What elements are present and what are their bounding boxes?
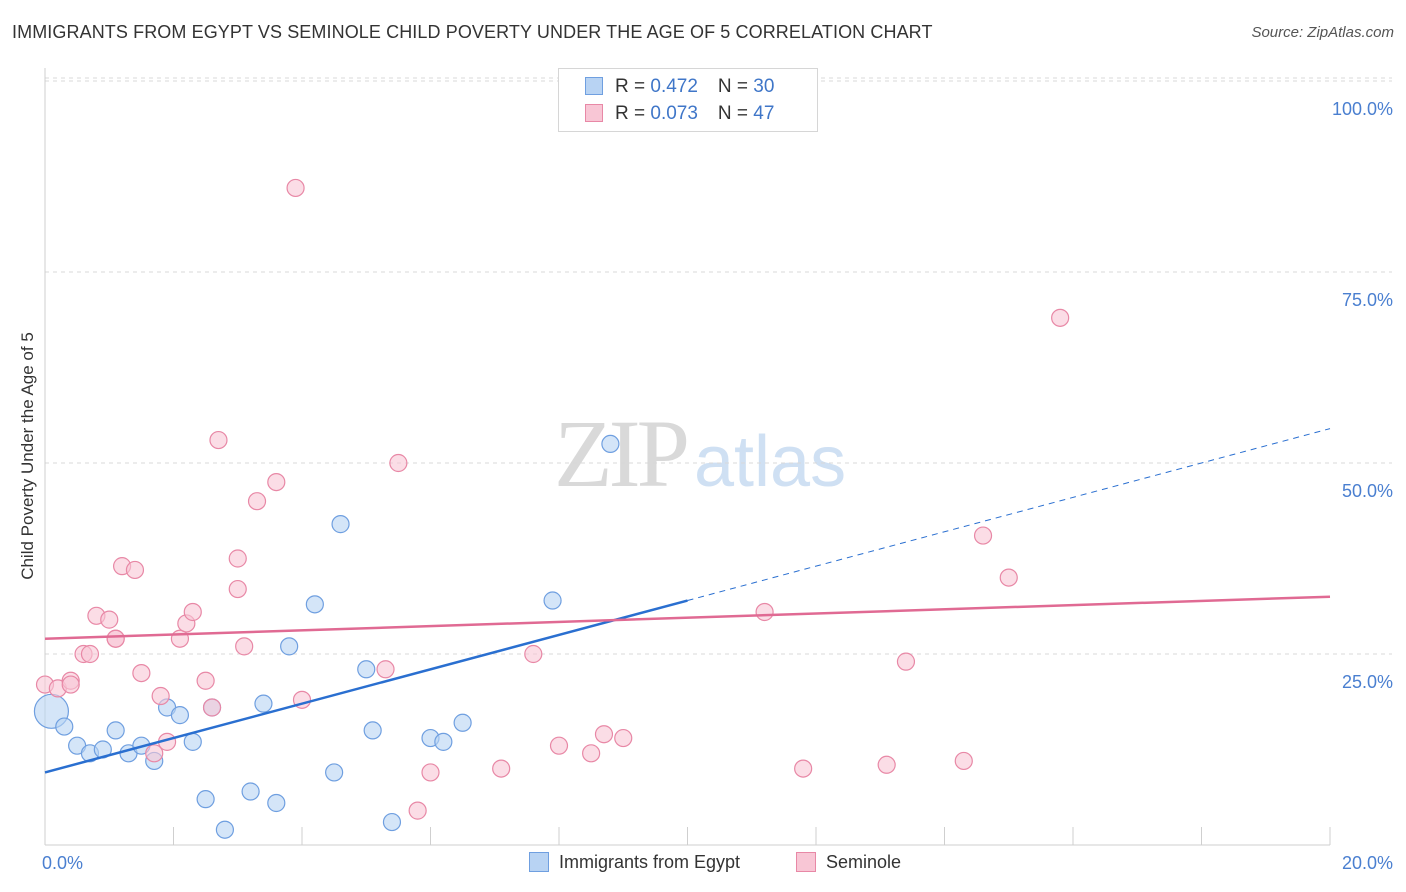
point-egypt-11 (183, 732, 202, 751)
point-seminole-46 (106, 629, 125, 648)
legend-egypt-r-value: 0.472 (650, 76, 698, 97)
legend-egypt-n-value: 30 (753, 76, 775, 97)
point-seminole-34 (549, 736, 569, 755)
point-seminole-35 (582, 744, 601, 763)
point-egypt-17 (267, 793, 286, 813)
point-seminole-15 (170, 629, 190, 648)
point-seminole-19 (202, 698, 222, 717)
point-seminole-37 (614, 728, 633, 748)
stats-legend: R = 0.472 N = 30 R = 0.073 N = 47 (558, 68, 818, 132)
series-swatch-seminole (796, 852, 816, 872)
point-seminole-11 (132, 663, 151, 683)
watermark-zip: ZIP (554, 400, 690, 507)
point-egypt-24 (382, 812, 402, 832)
point-seminole-39 (794, 759, 813, 778)
x-tick-label-min: 0.0% (42, 853, 83, 873)
point-egypt-22 (357, 660, 376, 679)
point-seminole-43 (973, 526, 993, 545)
point-egypt-19 (305, 595, 324, 614)
y-tick-label-100: 100.0% (1332, 99, 1393, 119)
series-legend-egypt: Immigrants from Egypt (529, 852, 740, 873)
trendline-egypt-dashed (687, 428, 1331, 602)
legend-seminole-r-value: 0.073 (650, 103, 698, 124)
point-seminole-29 (389, 453, 408, 473)
y-tick-label-50: 50.0% (1342, 481, 1393, 501)
legend-row-seminole: R = 0.073 N = 47 (585, 103, 774, 127)
point-seminole-32 (492, 759, 511, 778)
legend-egypt-r-label: R = (615, 76, 651, 97)
point-seminole-28 (376, 660, 395, 679)
point-seminole-30 (408, 801, 427, 820)
point-egypt-12 (196, 790, 215, 809)
point-egypt-15 (241, 782, 260, 801)
legend-egypt-n-label: N = (717, 76, 754, 97)
point-egypt-16 (254, 694, 273, 713)
y-tick-label-25: 25.0% (1342, 672, 1393, 692)
point-egypt-29 (601, 434, 620, 453)
point-egypt-18 (280, 637, 299, 656)
point-seminole-7 (100, 610, 119, 629)
point-egypt-20 (325, 763, 344, 782)
point-seminole-36 (594, 725, 614, 744)
x-tick-label-max: 20.0% (1342, 853, 1393, 873)
point-seminole-13 (151, 686, 170, 706)
watermark-atlas: atlas (694, 422, 847, 502)
point-egypt-27 (453, 713, 472, 732)
trendline-seminole (44, 595, 1331, 640)
point-seminole-10 (125, 560, 145, 580)
point-seminole-31 (421, 763, 440, 782)
point-seminole-44 (999, 568, 1018, 587)
point-seminole-45 (1051, 308, 1070, 327)
point-seminole-33 (524, 644, 543, 664)
point-seminole-24 (247, 492, 267, 511)
point-egypt-1 (55, 717, 74, 736)
point-seminole-17 (183, 602, 202, 622)
point-egypt-5 (106, 721, 125, 740)
point-egypt-23 (363, 721, 382, 740)
point-seminole-18 (196, 671, 215, 690)
point-egypt-10 (170, 706, 190, 725)
legend-swatch-seminole (585, 104, 603, 122)
point-seminole-40 (877, 755, 896, 774)
series-name-egypt: Immigrants from Egypt (559, 852, 741, 872)
point-seminole-42 (954, 751, 973, 771)
chart-title: IMMIGRANTS FROM EGYPT VS SEMINOLE CHILD … (12, 22, 933, 42)
point-seminole-22 (228, 549, 247, 568)
series-swatch-egypt (529, 852, 549, 872)
legend-seminole-r-label: R = (615, 103, 651, 124)
point-seminole-23 (235, 637, 254, 656)
legend-row-egypt: R = 0.472 N = 30 (585, 76, 774, 100)
legend-seminole-n-value: 47 (753, 103, 775, 124)
series-name-seminole: Seminole (826, 852, 902, 872)
point-seminole-20 (209, 430, 228, 450)
source-note: Source: ZipAtlas.com (1251, 24, 1394, 41)
legend-seminole-n-label: N = (717, 103, 754, 124)
point-egypt-28 (543, 591, 562, 610)
point-egypt-21 (331, 515, 350, 534)
point-seminole-25 (267, 473, 286, 492)
watermark: ZIP atlas (554, 398, 846, 509)
point-seminole-12 (145, 744, 164, 763)
trendline-egypt-solid (44, 599, 688, 774)
series-legend-seminole: Seminole (796, 852, 901, 873)
point-seminole-21 (228, 579, 247, 599)
point-seminole-41 (896, 652, 916, 671)
point-seminole-38 (755, 602, 774, 622)
point-seminole-3 (61, 675, 80, 694)
point-seminole-5 (80, 644, 100, 664)
point-egypt-26 (434, 732, 453, 751)
point-egypt-14 (215, 820, 234, 839)
y-tick-label-75: 75.0% (1342, 290, 1393, 310)
point-seminole-26 (286, 178, 305, 198)
legend-swatch-egypt (585, 77, 603, 95)
